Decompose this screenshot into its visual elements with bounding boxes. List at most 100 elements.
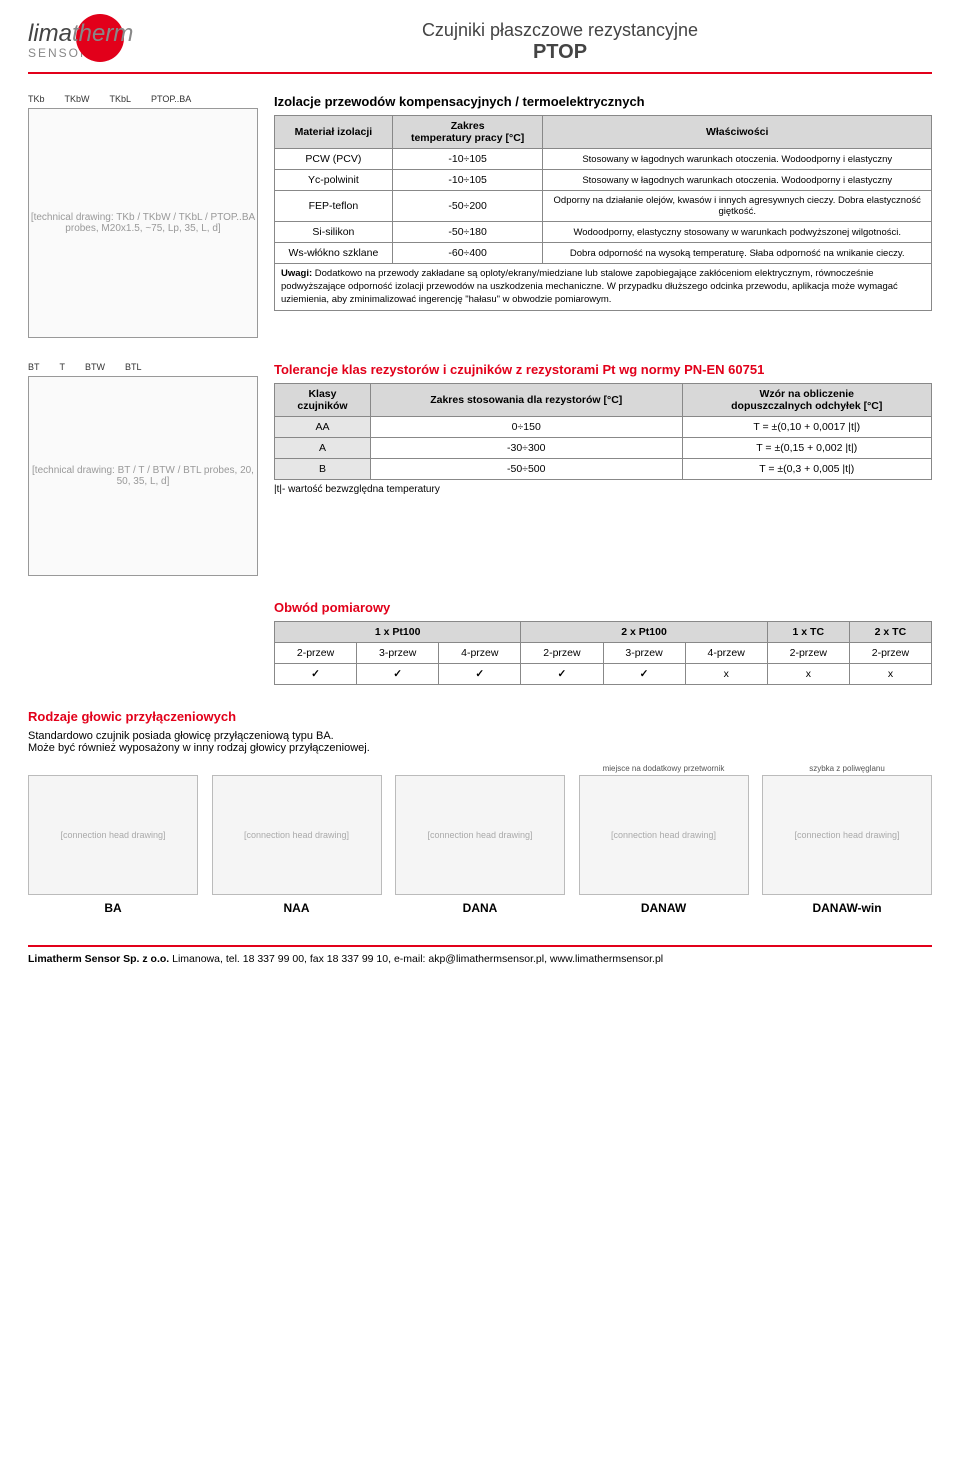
head-label: BA — [28, 901, 198, 915]
head-item: [connection head drawing] NAA — [212, 764, 382, 915]
cell-prop: Wodoodporny, elastyczny stosowany w waru… — [543, 222, 932, 243]
table2-h3: Wzór na obliczenie dopuszczalnych odchył… — [682, 384, 932, 417]
cell-prop: Odporny na działanie olejów, kwasów i in… — [543, 191, 932, 222]
sub-h: 2-przew — [275, 643, 357, 664]
section-insulation: TKb TKbW TKbL PTOP..BA [technical drawin… — [28, 94, 932, 338]
table-row: Yc-polwinit -10÷105 Stosowany w łagodnyc… — [275, 170, 932, 191]
diag-label: T — [60, 362, 66, 372]
cell-prop: Dobra odporność na wysoką temperaturę. S… — [543, 243, 932, 264]
head-label: DANAW-win — [762, 901, 932, 915]
cell-class: A — [275, 438, 371, 459]
table2-h2: Zakres stosowania dla rezystorów [°C] — [370, 384, 682, 417]
diag-label: TKbW — [65, 94, 90, 104]
sub-h: 2-przew — [849, 643, 931, 664]
page-header: limatherm SENSOR Czujniki płaszczowe rez… — [28, 20, 932, 74]
head-drawing-icon: [connection head drawing] — [212, 775, 382, 895]
page-title-block: Czujniki płaszczowe rezystancyjne PTOP — [188, 20, 932, 64]
val: x — [767, 664, 849, 685]
diag-label: BTL — [125, 362, 142, 372]
probe-diagram-1: [technical drawing: TKb / TKbW / TKbL / … — [28, 108, 258, 338]
logo: limatherm SENSOR — [28, 20, 188, 60]
diag-label: TKbL — [110, 94, 132, 104]
table-row: A -30÷300 T = ±(0,15 + 0,002 |t|) — [275, 438, 932, 459]
head-item: miejsce na dodatkowy przetwornik [connec… — [579, 764, 749, 915]
table-row: PCW (PCV) -10÷105 Stosowany w łagodnych … — [275, 149, 932, 170]
heads-desc1: Standardowo czujnik posiada głowicę przy… — [28, 730, 932, 742]
head-item: [connection head drawing] BA — [28, 764, 198, 915]
th-2tc: 2 x TC — [849, 622, 931, 643]
diag-label: BTW — [85, 362, 105, 372]
val: ✓ — [275, 664, 357, 685]
cell-material: Si-silikon — [275, 222, 393, 243]
table1-h1: Materiał izolacji — [275, 116, 393, 149]
page-title: Czujniki płaszczowe rezystancyjne — [188, 20, 932, 41]
cell-material: FEP-teflon — [275, 191, 393, 222]
table-row: B -50÷500 T = ±(0,3 + 0,005 |t|) — [275, 459, 932, 480]
val: x — [685, 664, 767, 685]
table2-h1: Klasy czujników — [275, 384, 371, 417]
circuit-table: 1 x Pt100 2 x Pt100 1 x TC 2 x TC 2-prze… — [274, 621, 932, 685]
sub-h: 4-przew — [685, 643, 767, 664]
cell-tol: T = ±(0,3 + 0,005 |t|) — [682, 459, 932, 480]
cell-range: -10÷105 — [392, 170, 543, 191]
cell-tol: T = ±(0,10 + 0,0017 |t|) — [682, 417, 932, 438]
section-tolerance: BT T BTW BTL [technical drawing: BT / T … — [28, 362, 932, 576]
sub-h: 2-przew — [767, 643, 849, 664]
section-heads: Rodzaje głowic przyłączeniowych Standard… — [28, 709, 932, 915]
diagram1-labels: TKb TKbW TKbL PTOP..BA — [28, 94, 258, 104]
probe-diagram-2: [technical drawing: BT / T / BTW / BTL p… — [28, 376, 258, 576]
tolerance-table: Klasy czujników Zakres stosowania dla re… — [274, 383, 932, 480]
table-row: FEP-teflon -50÷200 Odporny na działanie … — [275, 191, 932, 222]
heads-desc2: Może być również wyposażony w inny rodza… — [28, 742, 932, 754]
head-caption-empty — [212, 764, 382, 773]
cell-range: -50÷180 — [392, 222, 543, 243]
head-caption-danawwin: szybka z poliwęglanu — [762, 764, 932, 773]
head-label: DANAW — [579, 901, 749, 915]
cell-prop: Stosowany w łagodnych warunkach otoczeni… — [543, 170, 932, 191]
sub-h: 3-przew — [357, 643, 439, 664]
table2-title: Tolerancje klas rezystorów i czujników z… — [274, 362, 932, 377]
head-caption-empty — [28, 764, 198, 773]
cell-class: AA — [275, 417, 371, 438]
val: ✓ — [603, 664, 685, 685]
diag-label: TKb — [28, 94, 45, 104]
th-1pt100: 1 x Pt100 — [275, 622, 521, 643]
diagram2-labels: BT T BTW BTL — [28, 362, 258, 372]
cell-range: 0÷150 — [370, 417, 682, 438]
table-row: Ws-włókno szklane -60÷400 Dobra odpornoś… — [275, 243, 932, 264]
table2-footnote: |t|- wartość bezwzględna temperatury — [274, 484, 932, 495]
cell-material: PCW (PCV) — [275, 149, 393, 170]
sub-h: 4-przew — [439, 643, 521, 664]
section-circuit: Obwód pomiarowy 1 x Pt100 2 x Pt100 1 x … — [28, 600, 932, 685]
footer-rest: Limanowa, tel. 18 337 99 00, fax 18 337 … — [169, 953, 663, 965]
head-label: DANA — [395, 901, 565, 915]
cell-material: Ws-włókno szklane — [275, 243, 393, 264]
head-item: [connection head drawing] DANA — [395, 764, 565, 915]
cell-range: -30÷300 — [370, 438, 682, 459]
val: x — [849, 664, 931, 685]
note-text: Dodatkowo na przewody zakładane są oplot… — [281, 268, 898, 305]
heads-title: Rodzaje głowic przyłączeniowych — [28, 709, 932, 724]
head-drawing-icon: [connection head drawing] — [395, 775, 565, 895]
cell-material: Yc-polwinit — [275, 170, 393, 191]
cell-prop: Stosowany w łagodnych warunkach otoczeni… — [543, 149, 932, 170]
cell-range: -50÷500 — [370, 459, 682, 480]
th-2pt100: 2 x Pt100 — [521, 622, 767, 643]
table1-title: Izolacje przewodów kompensacyjnych / ter… — [274, 94, 932, 109]
table-note-row: Uwagi: Dodatkowo na przewody zakładane s… — [275, 264, 932, 311]
head-caption-danaw: miejsce na dodatkowy przetwornik — [579, 764, 749, 773]
cell-class: B — [275, 459, 371, 480]
val: ✓ — [439, 664, 521, 685]
table-row: Si-silikon -50÷180 Wodoodporny, elastycz… — [275, 222, 932, 243]
cell-range: -10÷105 — [392, 149, 543, 170]
heads-row: [connection head drawing] BA [connection… — [28, 764, 932, 915]
val: ✓ — [521, 664, 603, 685]
diag-label: BT — [28, 362, 40, 372]
note-label: Uwagi: — [281, 268, 312, 279]
table1-h2: Zakres temperatury pracy [°C] — [392, 116, 543, 149]
page-footer: Limatherm Sensor Sp. z o.o. Limanowa, te… — [28, 945, 932, 965]
insulation-table: Materiał izolacji Zakres temperatury pra… — [274, 115, 932, 311]
head-item: szybka z poliwęglanu [connection head dr… — [762, 764, 932, 915]
diag-label: PTOP..BA — [151, 94, 191, 104]
sub-h: 3-przew — [603, 643, 685, 664]
